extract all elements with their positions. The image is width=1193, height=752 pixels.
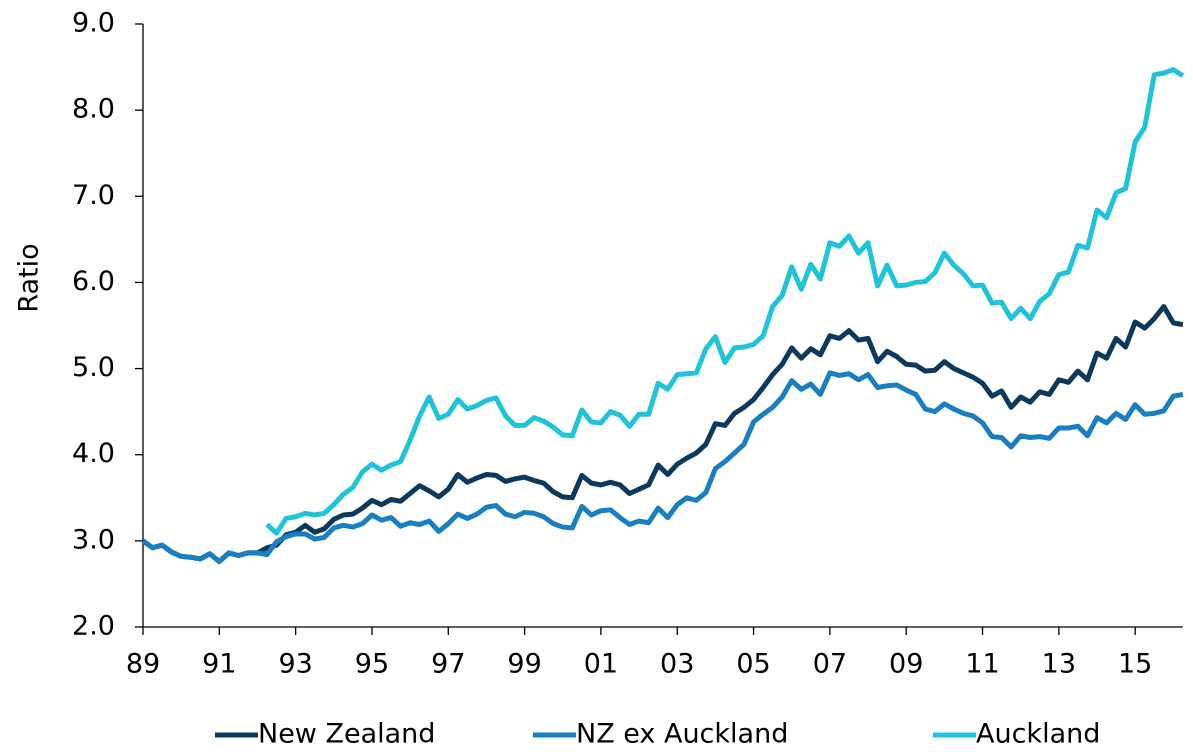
x-tick-label: 07 xyxy=(813,649,847,680)
y-axis-label: Ratio xyxy=(14,243,45,312)
x-tick-label: 13 xyxy=(1042,649,1076,680)
x-tick-label: 93 xyxy=(278,649,312,680)
legend-label: Auckland xyxy=(976,719,1100,750)
y-tick-label: 4.0 xyxy=(72,438,115,469)
x-tick-label: 11 xyxy=(965,649,999,680)
x-tick-label: 01 xyxy=(584,649,618,680)
series-line xyxy=(141,304,1184,565)
y-tick-label: 5.0 xyxy=(72,352,115,383)
x-tick-label: 09 xyxy=(889,649,923,680)
y-tick-label: 9.0 xyxy=(72,8,115,39)
x-tick-label: 05 xyxy=(736,649,770,680)
y-tick-label: 7.0 xyxy=(72,180,115,211)
legend-label: NZ ex Auckland xyxy=(576,719,788,750)
x-tick-label: 89 xyxy=(126,649,160,680)
x-tick-label: 15 xyxy=(1118,649,1152,680)
x-tick-label: 91 xyxy=(202,649,236,680)
y-tick-label: 3.0 xyxy=(72,524,115,555)
y-tick-label: 8.0 xyxy=(72,94,115,125)
y-tick-label: 6.0 xyxy=(72,266,115,297)
x-tick-label: 03 xyxy=(660,649,694,680)
legend-label: New Zealand xyxy=(258,719,435,750)
y-tick-label: 2.0 xyxy=(72,611,115,642)
series-line xyxy=(265,67,1185,536)
x-tick-label: 97 xyxy=(431,649,465,680)
x-tick-label: 99 xyxy=(507,649,541,680)
x-tick-label: 95 xyxy=(355,649,389,680)
series-line xyxy=(141,370,1184,565)
